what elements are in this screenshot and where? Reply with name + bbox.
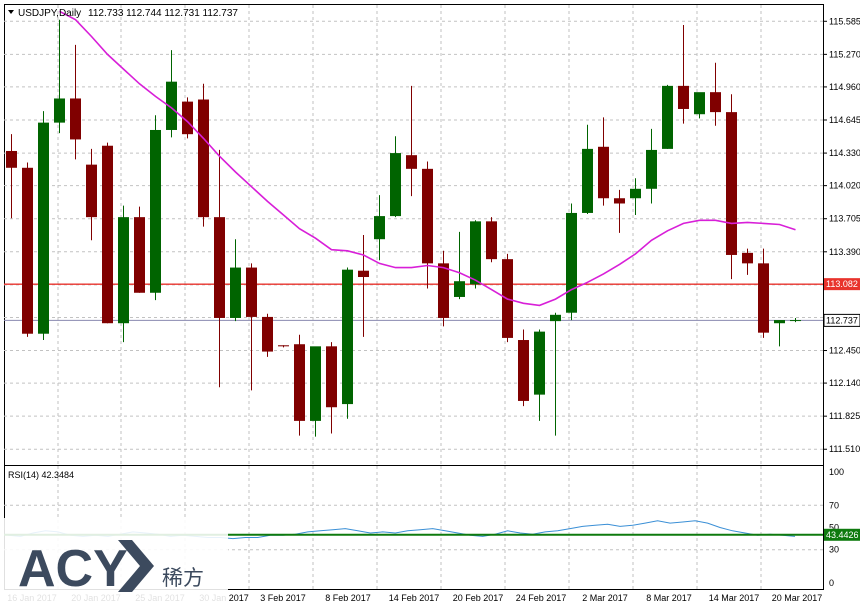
rsi-tick-label: 70 <box>829 500 839 510</box>
logo-text: ACY <box>18 540 128 598</box>
candle-bull <box>454 281 465 297</box>
candle-bull <box>38 122 49 334</box>
price-tick-label: 115.270 <box>829 49 860 59</box>
date-label: 8 Feb 2017 <box>325 593 371 603</box>
candle-bear <box>518 340 529 401</box>
candle-bear <box>438 263 449 318</box>
candle-bear <box>726 112 737 255</box>
candle-bull <box>662 85 673 149</box>
date-label: 24 Feb 2017 <box>516 593 567 603</box>
candle-bull <box>54 98 65 123</box>
candle-bear <box>262 316 273 352</box>
candle-bear <box>326 346 337 408</box>
candle-bear <box>598 146 609 199</box>
price-tick-label: 113.390 <box>829 247 860 257</box>
last-price-label: 112.737 <box>826 315 858 325</box>
candle-bear <box>6 150 17 168</box>
logo-watermark: ACY 稀方 <box>0 518 228 605</box>
price-tick-label: 115.585 <box>829 16 860 26</box>
candle-bull <box>390 153 401 217</box>
candle-bear <box>134 217 145 293</box>
candle-bear <box>102 145 113 324</box>
candle-bear <box>70 98 81 140</box>
candle-bull <box>774 320 785 324</box>
price-tick-label: 111.510 <box>829 444 860 454</box>
candle-bull <box>342 269 353 405</box>
rsi-tick-label: 100 <box>829 467 844 477</box>
rsi-tick-label: 50 <box>829 523 839 533</box>
candle-bear <box>406 155 417 169</box>
date-label: 8 Mar 2017 <box>646 593 692 603</box>
rsi-level-badge <box>824 528 860 541</box>
price-tick-label: 113.705 <box>829 214 860 224</box>
rsi-title: RSI(14) 42.3484 <box>8 470 74 480</box>
candle-bull <box>630 188 641 199</box>
level-price-badge <box>824 278 860 291</box>
candle-bull <box>230 267 241 318</box>
candle-bull <box>118 217 129 324</box>
candle-bull <box>566 212 577 313</box>
candle-bear <box>182 101 193 135</box>
level-price-label: 113.082 <box>826 279 858 289</box>
candle-bear <box>742 252 753 264</box>
acy-logo-icon: ACY <box>18 540 154 598</box>
candle-bull <box>646 149 657 189</box>
candle-bear <box>86 164 97 218</box>
price-tick-label: 114.960 <box>829 82 860 92</box>
axis-labels: 115.585 115.270 114.960 114.645 114.330 114.0… <box>7 16 860 603</box>
candle-bear <box>22 167 33 334</box>
date-label: 20 Feb 2017 <box>453 593 504 603</box>
candle-bear <box>358 270 369 278</box>
candle-bear <box>678 85 689 109</box>
price-tick-label: 112.140 <box>829 378 860 388</box>
ma-line <box>59 10 796 307</box>
date-label: 2 Mar 2017 <box>582 593 628 603</box>
candle-bear <box>214 217 225 318</box>
candle-bear <box>278 345 289 347</box>
date-label: 20 Mar 2017 <box>772 593 823 603</box>
date-label: 3 Feb 2017 <box>260 593 306 603</box>
candle-bear <box>246 267 257 317</box>
candle-bear <box>614 198 625 204</box>
candle-bear <box>710 92 721 113</box>
candle-bull <box>166 81 177 130</box>
candle-bull <box>790 320 801 322</box>
rsi-level-label: 43.4426 <box>826 530 859 540</box>
price-tick-label: 114.020 <box>829 181 860 191</box>
logo-subtext: 稀方 <box>162 566 204 590</box>
price-tick-label: 112.450 <box>829 346 860 356</box>
last-price-badge <box>823 313 860 327</box>
moving-average <box>59 10 796 307</box>
rsi-tick-label: 30 <box>829 545 839 555</box>
date-label: 14 Mar 2017 <box>709 593 760 603</box>
candle-bear <box>294 344 305 421</box>
candle-bull <box>534 331 545 395</box>
rsi-tick-label: 0 <box>829 578 834 588</box>
price-tick-label: 114.645 <box>829 115 860 125</box>
candle-bear <box>758 263 769 333</box>
candle-bull <box>150 129 161 293</box>
candle-bull <box>470 221 481 285</box>
candle-bull <box>550 314 561 322</box>
candles <box>6 19 801 437</box>
candle-bull <box>310 346 321 421</box>
candle-bull <box>582 148 593 213</box>
candle-bear <box>422 168 433 264</box>
candle-bull <box>694 92 705 115</box>
candle-bear <box>198 99 209 218</box>
logo-chevron-icon <box>118 540 154 592</box>
date-label: 14 Feb 2017 <box>389 593 440 603</box>
collapse-triangle-icon[interactable] <box>8 10 14 14</box>
candle-bull <box>374 216 385 240</box>
symbol-ohlc: 112.733 112.744 112.731 112.737 <box>88 8 238 19</box>
candle-bear <box>486 221 497 260</box>
price-tick-label: 111.825 <box>829 411 860 421</box>
symbol-title: USDJPY,Daily <box>18 8 81 19</box>
price-tick-label: 114.330 <box>829 148 860 158</box>
